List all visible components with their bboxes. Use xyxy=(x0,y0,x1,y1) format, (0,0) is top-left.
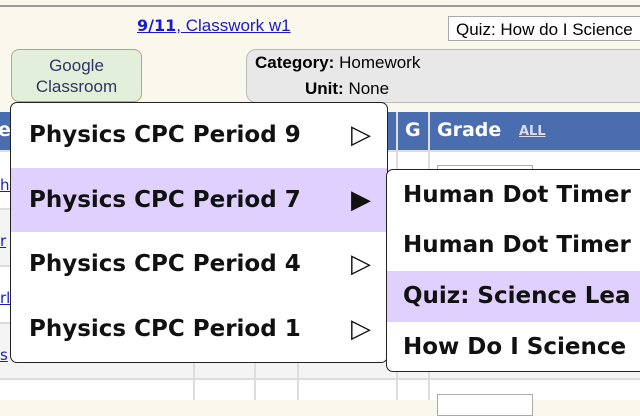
class-menu: Physics CPC Period 9 ▷ Physics CPC Period… xyxy=(10,102,388,363)
category-row: Category: Homework xyxy=(255,53,420,73)
assignment-menu-item[interactable]: Human Dot Timer xyxy=(403,182,631,208)
unit-row: Unit: None xyxy=(305,79,389,99)
assignment-menu-item[interactable]: How Do I Science xyxy=(403,334,627,360)
assignment-select[interactable]: Quiz: How do I Science xyxy=(448,16,640,41)
assignment-menu-item[interactable]: Human Dot Timer xyxy=(403,232,631,258)
assignment-menu-item[interactable]: Quiz: Science Lea xyxy=(387,271,640,322)
assignment-nav-link[interactable]: 9/11, Classwork w1 xyxy=(137,16,291,36)
row-link[interactable]: r xyxy=(0,232,7,250)
class-menu-item[interactable]: Physics CPC Period 9 ▷ xyxy=(11,103,387,168)
top-divider xyxy=(0,5,640,7)
class-menu-item[interactable]: Physics CPC Period 1 ▷ xyxy=(11,297,387,362)
menu-item-label: Physics CPC Period 4 xyxy=(29,251,301,277)
unit-value: None xyxy=(348,79,390,98)
menu-item-label: Physics CPC Period 7 xyxy=(29,187,301,213)
header-g: G xyxy=(405,119,421,141)
all-link[interactable]: ALL xyxy=(519,124,546,139)
row-link[interactable]: s xyxy=(0,346,8,364)
table-row xyxy=(0,378,640,416)
menu-item-label: Physics CPC Period 1 xyxy=(29,316,301,342)
triangle-right-outline-icon: ▷ xyxy=(351,249,371,279)
header-name: e xyxy=(0,119,11,141)
date-link[interactable]: 9/11 xyxy=(137,16,177,35)
menu-item-label: Physics CPC Period 9 xyxy=(29,122,301,148)
category-value: Homework xyxy=(339,53,421,72)
triangle-right-filled-icon: ▶ xyxy=(351,185,371,215)
assignment-link[interactable]: , Classwork w1 xyxy=(176,16,291,35)
button-label-line2: Classroom xyxy=(35,77,118,96)
row-link[interactable]: rl xyxy=(0,289,11,307)
unit-label: Unit: xyxy=(305,79,344,98)
triangle-right-outline-icon: ▷ xyxy=(351,120,371,150)
google-classroom-button[interactable]: Google Classroom xyxy=(11,49,142,102)
button-label-line1: Google xyxy=(49,56,104,75)
class-menu-item[interactable]: Physics CPC Period 4 ▷ xyxy=(11,232,387,297)
assignment-info-panel: Category: Homework Unit: None xyxy=(246,49,640,103)
header-grade: Grade xyxy=(437,119,502,141)
class-menu-item[interactable]: Physics CPC Period 7 ▶ xyxy=(11,168,387,232)
category-label: Category: xyxy=(255,53,335,72)
triangle-right-outline-icon: ▷ xyxy=(351,314,371,344)
grade-input[interactable] xyxy=(437,394,533,416)
assignment-submenu: Human Dot Timer Human Dot Timer Quiz: Sc… xyxy=(386,169,640,372)
